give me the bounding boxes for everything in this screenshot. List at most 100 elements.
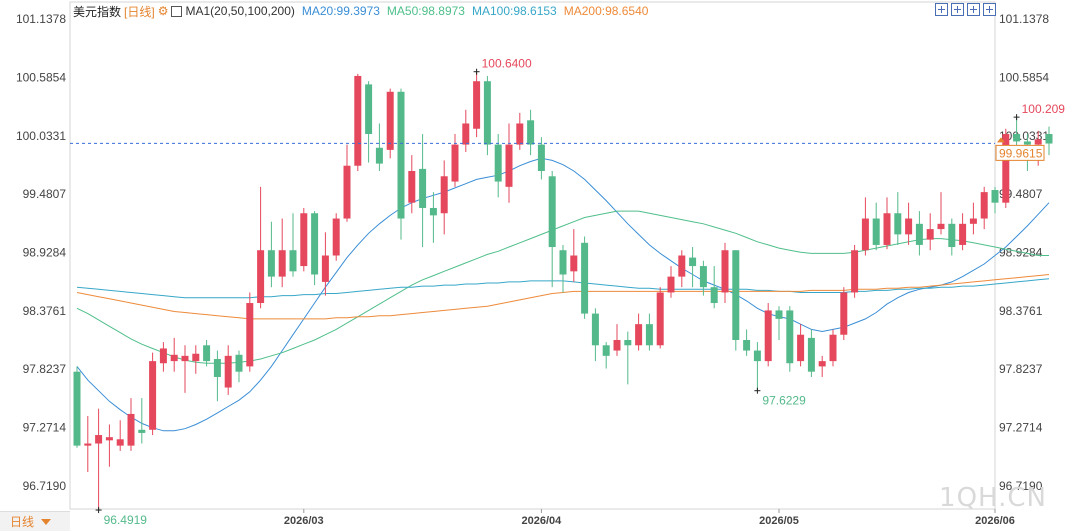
candle-up bbox=[905, 218, 913, 235]
candle-up bbox=[462, 123, 470, 145]
candle-down bbox=[689, 257, 697, 267]
instrument-name: 美元指数 bbox=[73, 4, 122, 19]
candle-down bbox=[73, 371, 81, 446]
candle-up bbox=[473, 81, 481, 129]
candle-down bbox=[894, 213, 902, 235]
candle-up bbox=[224, 355, 232, 388]
candle-up bbox=[505, 144, 513, 187]
settings-icon[interactable]: ⚙ bbox=[157, 4, 169, 18]
candle-up bbox=[84, 443, 92, 446]
annotation-label: 96.4919 bbox=[104, 513, 148, 527]
candle-up bbox=[149, 361, 157, 430]
candle-up bbox=[764, 310, 772, 362]
candle-up bbox=[408, 171, 416, 203]
y-tick-label-left: 96.7190 bbox=[23, 479, 67, 493]
y-tick-label-left: 98.9284 bbox=[23, 246, 67, 260]
candle-down bbox=[710, 287, 718, 304]
pan-icon[interactable] bbox=[967, 3, 980, 16]
ma50-value: MA50:98.8973 bbox=[386, 4, 465, 18]
candle-down bbox=[289, 250, 297, 272]
x-tick-label: 2026/04 bbox=[522, 515, 563, 527]
candle-down bbox=[429, 207, 437, 216]
candle-up bbox=[116, 439, 124, 446]
candle-up bbox=[95, 435, 103, 444]
candle-down bbox=[624, 340, 632, 346]
chart-toolbar bbox=[935, 3, 996, 16]
chevron-down-icon bbox=[41, 518, 52, 525]
candle-up bbox=[181, 355, 189, 362]
y-tick-label-left: 97.2714 bbox=[23, 421, 67, 435]
candle-up bbox=[883, 213, 891, 245]
period-label: [日线] bbox=[124, 4, 155, 19]
candle-up bbox=[797, 334, 805, 362]
candle-down bbox=[602, 345, 610, 356]
candle-down bbox=[365, 84, 373, 135]
candle-down bbox=[483, 81, 491, 145]
chart-header: 美元指数 [日线] ⚙ MA1(20,50,100,200) MA20:99.3… bbox=[73, 2, 648, 20]
watermark-logo: 1QH.CN bbox=[939, 483, 1047, 513]
candle-up bbox=[1002, 134, 1010, 203]
candle-down bbox=[743, 340, 751, 351]
candle-up bbox=[667, 276, 675, 293]
y-tick-label-left: 100.5854 bbox=[16, 70, 66, 84]
candle-up bbox=[516, 123, 524, 145]
period-selector-button[interactable]: 日线 bbox=[0, 511, 70, 531]
candle-up bbox=[861, 218, 869, 251]
indicator-icon[interactable] bbox=[171, 5, 183, 17]
candle-down bbox=[537, 144, 545, 171]
candle-up bbox=[937, 223, 945, 230]
annotation-label: 100.2099 bbox=[1022, 102, 1065, 116]
y-tick-label-right: 101.1378 bbox=[999, 12, 1049, 26]
candle-down bbox=[548, 176, 556, 248]
candle-down bbox=[397, 91, 405, 219]
zoom-in-icon[interactable] bbox=[935, 3, 948, 16]
candle-down bbox=[235, 354, 243, 372]
candle-up bbox=[300, 213, 308, 267]
candle-down bbox=[991, 190, 999, 203]
y-tick-label-right: 100.5854 bbox=[999, 70, 1049, 84]
y-tick-label-right: 97.2714 bbox=[999, 421, 1043, 435]
candle-down bbox=[591, 313, 599, 346]
candle-up bbox=[451, 144, 459, 182]
candle-up bbox=[354, 75, 362, 166]
ma-line-ma20 bbox=[76, 157, 1050, 432]
candle-up bbox=[343, 165, 351, 219]
candle-down bbox=[213, 359, 221, 377]
candle-up bbox=[980, 192, 988, 219]
candle-down bbox=[807, 337, 815, 372]
candle-down bbox=[419, 168, 427, 208]
candle-up bbox=[1034, 139, 1042, 145]
candle-up bbox=[959, 223, 967, 245]
candle-down bbox=[581, 242, 589, 314]
candle-up bbox=[570, 255, 578, 272]
candle-up bbox=[613, 340, 621, 351]
x-tick-label: 2026/06 bbox=[975, 515, 1015, 527]
ma100-value: MA100:98.6153 bbox=[471, 4, 557, 18]
x-tick-label: 2026/05 bbox=[759, 515, 799, 527]
x-tick-label: 2026/03 bbox=[284, 515, 324, 527]
annotation-label: 100.6400 bbox=[482, 57, 532, 71]
candle-down bbox=[872, 218, 880, 245]
candle-down bbox=[375, 147, 383, 164]
candle-down bbox=[1023, 141, 1031, 145]
candle-up bbox=[635, 324, 643, 346]
candle-down bbox=[732, 250, 740, 340]
y-tick-label-right: 96.7190 bbox=[999, 479, 1043, 493]
candle-up bbox=[678, 255, 686, 277]
current-price-label: 99.9615 bbox=[999, 146, 1043, 160]
candle-down bbox=[699, 266, 707, 288]
candle-up bbox=[926, 229, 934, 240]
ma-summary: MA1(20,50,100,200) bbox=[185, 4, 295, 18]
candle-down bbox=[645, 324, 653, 346]
candle-up bbox=[170, 354, 178, 362]
reset-icon[interactable] bbox=[983, 3, 996, 16]
candle-up bbox=[257, 250, 265, 304]
candle-up bbox=[818, 361, 826, 367]
candle-up bbox=[829, 334, 837, 362]
y-tick-label-left: 99.4807 bbox=[23, 187, 67, 201]
zoom-out-icon[interactable] bbox=[951, 3, 964, 16]
y-tick-label-right: 97.8237 bbox=[999, 362, 1043, 376]
candle-down bbox=[753, 350, 761, 362]
